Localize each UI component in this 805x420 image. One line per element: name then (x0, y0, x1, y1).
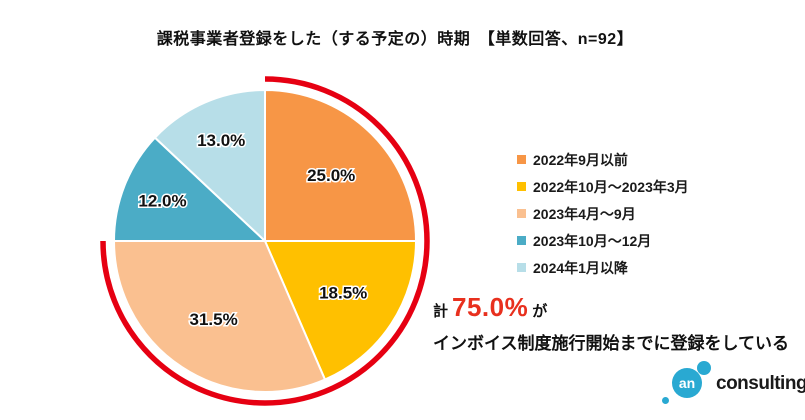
legend-swatch (517, 209, 526, 218)
legend-swatch (517, 155, 526, 164)
logo-dot-icon (662, 397, 669, 404)
legend-label: 2022年10月～2023年3月 (533, 178, 689, 195)
legend-swatch (517, 263, 526, 272)
pie-data-label: 13.0% (197, 131, 245, 150)
legend-swatch (517, 182, 526, 191)
logo-name: consulting (716, 373, 805, 394)
legend-item: 2023年10月～12月 (517, 227, 689, 254)
pie-slice (113, 240, 326, 393)
company-logo: an consulting (660, 358, 805, 413)
annotation-line1: 計 75.0% が (433, 292, 789, 323)
legend-label: 2024年1月以降 (533, 259, 628, 276)
pie-data-label: 18.5% (319, 283, 367, 302)
pie-data-label: 31.5% (189, 310, 237, 329)
logo-mark-icon: an (672, 368, 702, 398)
legend-item: 2023年4月～9月 (517, 200, 689, 227)
legend-item: 2022年10月～2023年3月 (517, 173, 689, 200)
pie-slice (264, 240, 417, 381)
legend-label: 2023年10月～12月 (533, 232, 652, 249)
pie-data-label: 25.0% (307, 166, 355, 185)
highlight-arc (100, 76, 430, 406)
legend-item: 2024年1月以降 (517, 254, 689, 281)
legend-label: 2022年9月以前 (533, 151, 628, 168)
legend-label: 2023年4月～9月 (533, 205, 636, 222)
annotation-percent: 75.0% (452, 292, 529, 322)
legend-item: 2022年9月以前 (517, 146, 689, 173)
pie-slice (153, 89, 266, 242)
annotation-line2: インボイス制度施行開始までに登録をしている (433, 334, 789, 353)
pie-slice (113, 136, 266, 242)
chart-title: 課税事業者登録をした（する予定の）時期 【単数回答、n=92】 (156, 31, 634, 48)
highlight-annotation: 計 75.0% が インボイス制度施行開始までに登録をしている (433, 292, 789, 354)
legend-swatch (517, 236, 526, 245)
pie-data-label: 12.0% (138, 191, 186, 210)
logo-bubble-icon (697, 361, 711, 375)
pie-chart: 25.0% 18.5% 31.5% 12.0% 13.0% (100, 76, 430, 406)
annotation-suffix: が (532, 303, 548, 320)
pie-slice (264, 89, 417, 242)
legend: 2022年9月以前 2022年10月～2023年3月 2023年4月～9月 20… (517, 146, 689, 281)
annotation-prefix: 計 (433, 303, 449, 320)
